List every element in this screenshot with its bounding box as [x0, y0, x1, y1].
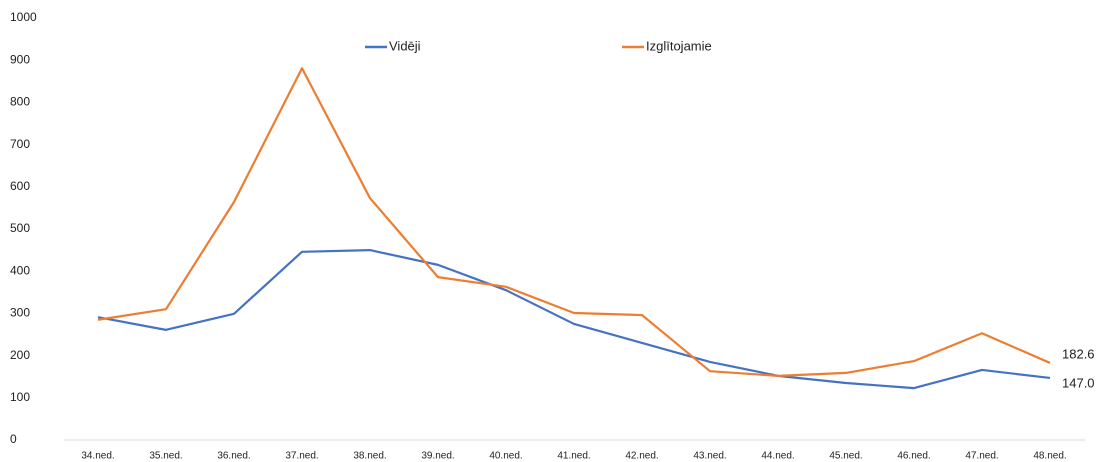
legend-label: Vidēji — [389, 38, 421, 53]
y-tick-label: 0 — [10, 432, 17, 446]
y-tick-label: 100 — [10, 390, 30, 404]
y-tick-label: 600 — [10, 179, 30, 193]
y-tick-label: 200 — [10, 348, 30, 362]
value-label: 182.6 — [1062, 346, 1095, 361]
x-tick-label: 38.ned. — [353, 451, 386, 462]
value-label: 147.0 — [1062, 375, 1095, 390]
x-tick-label: 48.ned. — [1033, 451, 1066, 462]
y-tick-label: 500 — [10, 221, 30, 235]
y-tick-label: 1000 — [10, 10, 37, 24]
y-tick-label: 900 — [10, 52, 30, 66]
x-tick-label: 43.ned. — [693, 451, 726, 462]
series-line — [97, 67, 1051, 377]
x-tick-label: 41.ned. — [557, 451, 590, 462]
y-tick-label: 800 — [10, 95, 30, 109]
x-tick-label: 34.ned. — [81, 451, 114, 462]
x-tick-label: 46.ned. — [897, 451, 930, 462]
legend-label: Izglītojamie — [646, 38, 712, 53]
series-line — [97, 249, 1051, 390]
x-tick-label: 36.ned. — [217, 451, 250, 462]
x-tick-label: 35.ned. — [149, 451, 182, 462]
y-tick-label: 700 — [10, 137, 30, 151]
y-tick-label: 300 — [10, 306, 30, 320]
x-tick-label: 47.ned. — [965, 451, 998, 462]
x-tick-label: 45.ned. — [829, 451, 862, 462]
x-tick-label: 40.ned. — [489, 451, 522, 462]
x-tick-label: 39.ned. — [421, 451, 454, 462]
y-tick-label: 400 — [10, 263, 30, 277]
x-tick-label: 44.ned. — [761, 451, 794, 462]
x-tick-label: 37.ned. — [285, 451, 318, 462]
x-tick-label: 42.ned. — [625, 451, 658, 462]
